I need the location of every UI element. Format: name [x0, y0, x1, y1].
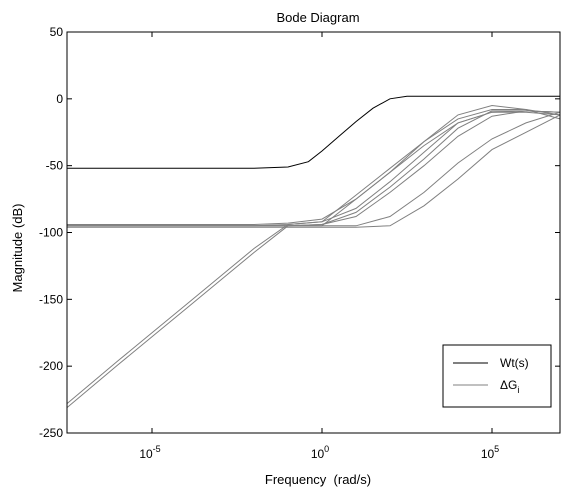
axis-layer: 50 0 -50 -100 -150 -200 -250 10-5 100 105 — [39, 25, 560, 461]
legend-box — [442, 344, 552, 408]
series-line-8 — [67, 110, 560, 227]
series-layer — [67, 95, 560, 408]
legend-label: ΔGi — [500, 378, 519, 395]
y-axis-label: Magnitude (dB) — [10, 204, 25, 293]
y-tick-label: 0 — [56, 92, 63, 106]
x-tick-label: 10-5 — [139, 444, 160, 461]
x-tick-label: 100 — [311, 444, 329, 461]
y-tick-label: -200 — [39, 359, 63, 373]
legend-label: Wt(s) — [500, 356, 529, 370]
legend: Wt(s) ΔGi — [442, 344, 552, 408]
series-line-3 — [67, 104, 560, 225]
y-tick-label: 50 — [50, 25, 64, 39]
x-axis-label: Frequency (rad/s) — [265, 472, 371, 487]
x-tick-label: 105 — [481, 444, 499, 461]
series-line-7 — [67, 114, 560, 228]
chart-title: Bode Diagram — [276, 10, 359, 25]
series-line-0 — [67, 95, 560, 169]
series-line-4 — [67, 111, 560, 227]
y-tick-label: -50 — [46, 159, 64, 173]
y-tick-label: -100 — [39, 226, 63, 240]
y-tick-label: -150 — [39, 292, 63, 306]
series-line-6 — [67, 111, 560, 227]
y-tick-label: -250 — [39, 426, 63, 440]
